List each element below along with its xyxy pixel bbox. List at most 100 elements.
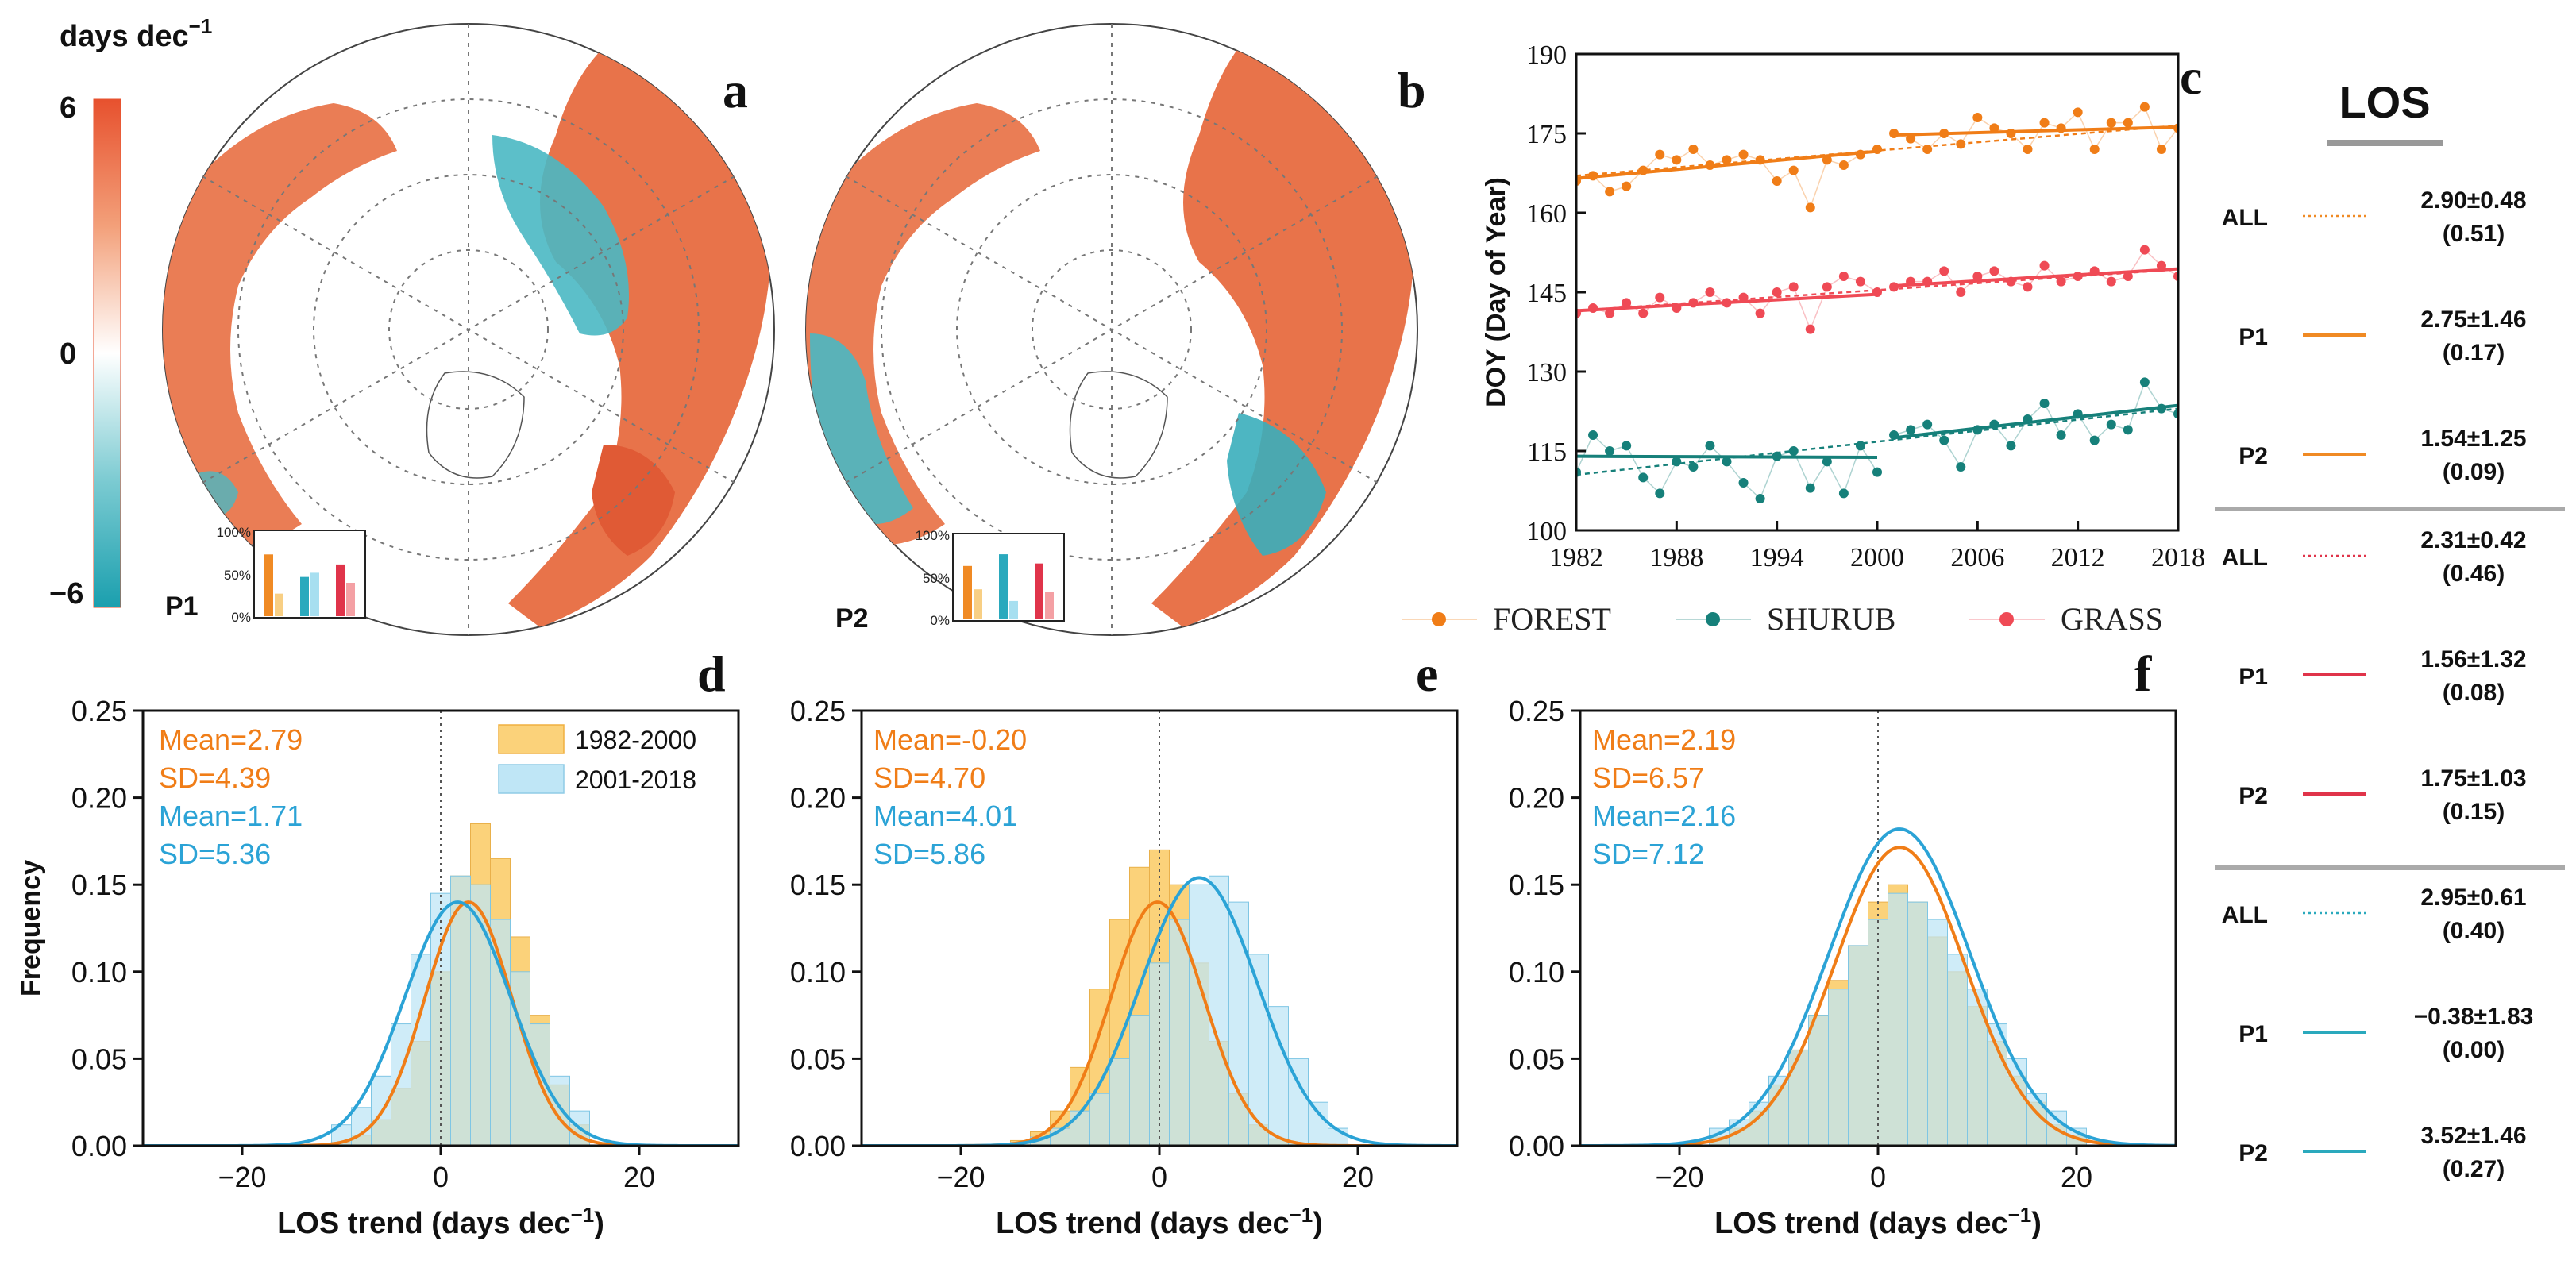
- c-point-grass: [1872, 287, 1882, 297]
- d-ytick-label: 0.05: [71, 1043, 127, 1075]
- d-stat-sd-p1: SD=4.39: [159, 761, 271, 794]
- f-bars: [1580, 711, 2176, 1146]
- e-ytick-label: 0.15: [790, 869, 846, 901]
- e-hist-bar-p2: [1209, 875, 1229, 1146]
- c-point-shurub: [2073, 409, 2083, 419]
- d-xtick-label: 0: [433, 1161, 449, 1193]
- d-ylabel: Frequency: [16, 860, 46, 996]
- e-ytick-label: 0.05: [790, 1043, 846, 1075]
- panel-label-c: c: [2180, 48, 2202, 105]
- inset-tick-0-b: 0%: [930, 613, 950, 628]
- inset-chart-a: 100% 50% 0%: [217, 525, 366, 625]
- c-point-forest: [1922, 145, 1933, 154]
- c-point-shurub: [1688, 462, 1699, 472]
- inset-tick-50-a: 50%: [224, 568, 251, 583]
- c-point-shurub: [1889, 430, 1899, 440]
- f-axes: −20 0 20 0.00 0.05 0.10 0.15 0.20 0.25: [1509, 695, 2092, 1193]
- los-row-value: 1.56±1.32: [2420, 646, 2526, 673]
- c-point-forest: [1838, 160, 1849, 170]
- c-point-grass: [1906, 276, 1916, 287]
- c-line-p2-shurub: [1893, 380, 2178, 468]
- c-xtick-label: 2006: [1950, 543, 2004, 572]
- d-ytick-label: 0.25: [71, 695, 127, 727]
- f-xlabel-text: LOS trend (days dec: [1714, 1207, 2008, 1240]
- los-row-r2: (0.15): [2443, 799, 2505, 825]
- c-point-forest: [1588, 171, 1598, 181]
- los-row-r2: (0.17): [2443, 340, 2505, 366]
- c-point-shurub: [1738, 478, 1749, 488]
- c-trend-all-forest: [1576, 124, 2178, 177]
- c-point-forest: [1906, 133, 1916, 144]
- c-xtick-label: 2000: [1850, 543, 1904, 572]
- inset-bar-b-4: [1035, 563, 1043, 619]
- c-point-grass: [1705, 287, 1715, 297]
- e-hist-bar-p2: [1268, 1006, 1289, 1146]
- map-land-b: [806, 48, 1415, 627]
- los-row-r2: (0.27): [2443, 1156, 2505, 1182]
- f-hist-bar-p2: [1848, 945, 1868, 1146]
- e-stat-mean-p2: Mean=4.01: [873, 800, 1017, 832]
- chart-f: −20 0 20 0.00 0.05 0.10 0.15 0.20 0.25 LOS trend…: [1509, 646, 2177, 1240]
- f-ytick-label: 0.15: [1509, 869, 1564, 901]
- c-point-forest: [2123, 118, 2133, 128]
- los-row-value: 2.95±0.61: [2420, 885, 2526, 911]
- f-stat-mean-p1: Mean=2.19: [1592, 723, 1736, 756]
- los-row-label: P1: [2239, 1021, 2268, 1047]
- e-ytick-label: 0.10: [790, 956, 846, 989]
- c-point-forest: [2156, 145, 2166, 154]
- inset-bar-a-3: [310, 572, 319, 616]
- c-xtick-label: 2012: [2051, 543, 2105, 572]
- c-point-grass: [1605, 308, 1615, 318]
- panel-label-e: e: [1416, 646, 1438, 702]
- c-point-forest: [2106, 118, 2116, 128]
- los-row-label: P1: [2239, 664, 2268, 690]
- c-trend-all-shurub: [1576, 407, 2178, 476]
- inset-bar-b-3: [1009, 600, 1018, 619]
- c-point-shurub: [2039, 399, 2050, 408]
- c-point-grass: [2056, 276, 2066, 287]
- d-legend-label-p2: 2001-2018: [575, 765, 696, 794]
- map-period-label-a: P1: [165, 592, 199, 622]
- c-point-grass: [2073, 272, 2083, 281]
- f-hist-bar-p2: [1868, 919, 1888, 1146]
- d-stat-mean-p2: Mean=1.71: [159, 800, 303, 832]
- graticule-circle-mid-b: [956, 174, 1267, 485]
- d-legend: 1982-2000 2001-2018: [498, 724, 696, 794]
- graticule-meridian-3-b: [845, 175, 1379, 484]
- d-xlabel: LOS trend (days dec−1): [277, 1203, 604, 1240]
- c-point-grass: [1972, 272, 1983, 281]
- colorbar: days dec−1 6 0 −6: [49, 14, 212, 611]
- c-point-forest: [2056, 123, 2066, 133]
- c-point-forest: [1956, 139, 1966, 149]
- d-bars: [143, 711, 738, 1146]
- los-legend-rows: ALL 2.90±0.48 (0.51) P1 2.75±1.46 (0.17) P2 1.5…: [2222, 187, 2534, 1182]
- inset-tick-0-a: 0%: [231, 610, 251, 625]
- inset-bar-a-2: [300, 576, 309, 616]
- c-point-shurub: [1956, 462, 1966, 472]
- d-hist-bar-p2: [391, 1023, 411, 1146]
- d-xlabel-close: ): [594, 1207, 604, 1240]
- e-hist-bar-p2: [1169, 919, 1190, 1146]
- c-ytick-label: 145: [1526, 279, 1567, 308]
- los-row-r2: (0.09): [2443, 459, 2505, 485]
- los-legend-panel: LOS ALL 2.90±0.48 (0.51) P1 2.75±1.46 (0.17) P…: [2215, 77, 2565, 1182]
- e-ytick-label: 0.00: [790, 1130, 846, 1162]
- e-hist-bar-p2: [1189, 884, 1209, 1146]
- inset-tick-100-a: 100%: [217, 525, 251, 540]
- land-scandinavia-a: [592, 445, 675, 556]
- c-ytick-label: 160: [1526, 199, 1567, 229]
- e-xtick-label: 0: [1151, 1161, 1167, 1193]
- chart-d: −20 0 20 0.00 0.05 0.10 0.15 0.20 0.25 Frequency…: [16, 646, 740, 1240]
- c-point-grass: [2023, 282, 2033, 292]
- f-ytick-label: 0.10: [1509, 956, 1564, 989]
- f-fit-curve-p2: [1580, 827, 2176, 1146]
- c-point-shurub: [2089, 435, 2100, 445]
- los-row-value: 1.54±1.25: [2420, 426, 2526, 452]
- c-point-forest: [1722, 155, 1732, 165]
- c-point-shurub: [1805, 483, 1815, 493]
- panel-label-a: a: [723, 62, 748, 118]
- c-point-shurub: [2023, 414, 2033, 424]
- f-hist-bar-p2: [1828, 989, 1849, 1146]
- e-stat-sd-p2: SD=5.86: [873, 838, 985, 870]
- c-point-grass: [1788, 282, 1799, 292]
